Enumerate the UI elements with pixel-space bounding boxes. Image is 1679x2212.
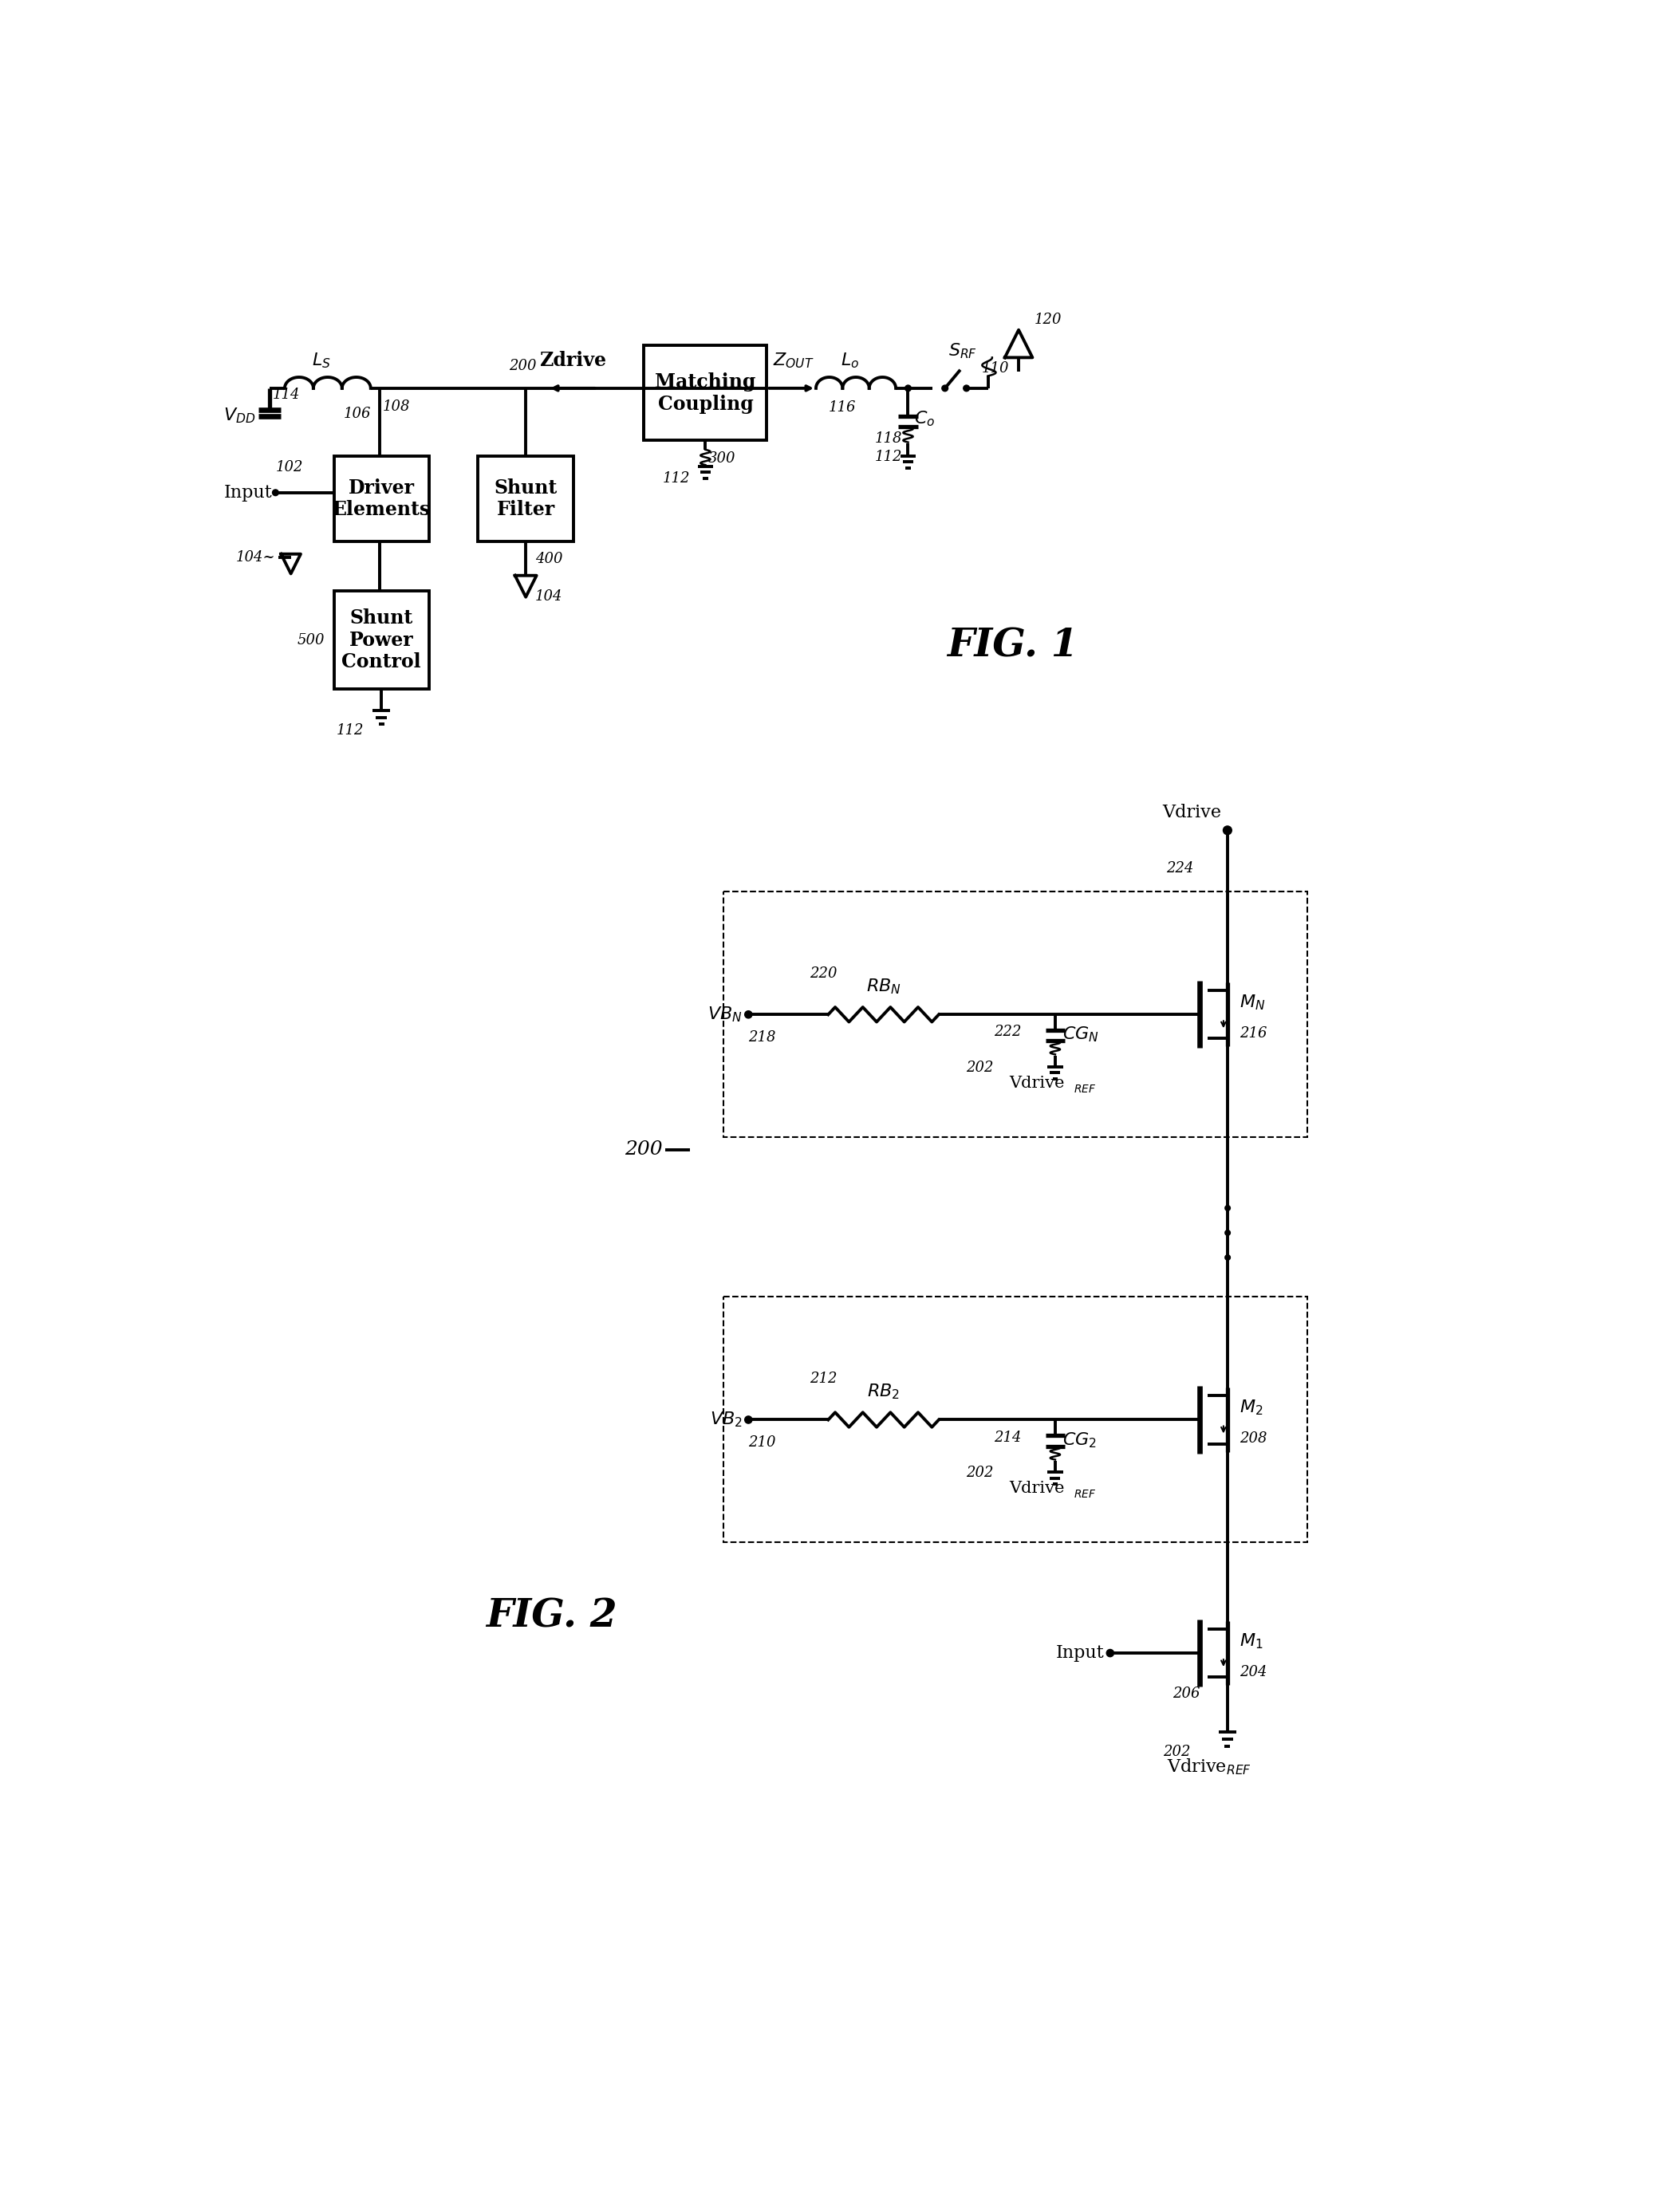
Text: $_{REF}$: $_{REF}$ bbox=[1073, 1079, 1096, 1095]
Text: 204: 204 bbox=[1239, 1666, 1268, 1679]
Text: 214: 214 bbox=[994, 1431, 1021, 1444]
Text: 202: 202 bbox=[1164, 1745, 1190, 1759]
Text: Vdrive: Vdrive bbox=[1009, 1482, 1064, 1495]
Text: $RB_N$: $RB_N$ bbox=[866, 978, 902, 995]
Circle shape bbox=[942, 385, 949, 392]
Text: 106: 106 bbox=[343, 407, 371, 420]
Text: •: • bbox=[1221, 1225, 1234, 1245]
Bar bbox=[724, 891, 1308, 1137]
Text: $VB_2$: $VB_2$ bbox=[710, 1411, 742, 1429]
Text: 104~: 104~ bbox=[237, 551, 275, 564]
Text: Input: Input bbox=[1056, 1644, 1105, 1661]
Text: $RB_2$: $RB_2$ bbox=[866, 1382, 900, 1402]
Text: Vdrive: Vdrive bbox=[1162, 803, 1221, 821]
Text: 116: 116 bbox=[828, 400, 856, 416]
Text: 212: 212 bbox=[809, 1371, 838, 1387]
Text: Shunt
Filter: Shunt Filter bbox=[494, 478, 557, 520]
Text: $C_o$: $C_o$ bbox=[915, 409, 935, 429]
Text: FIG. 1: FIG. 1 bbox=[947, 628, 1078, 666]
Text: $_{REF}$: $_{REF}$ bbox=[1073, 1486, 1096, 1500]
Text: 118: 118 bbox=[875, 431, 902, 445]
Circle shape bbox=[905, 385, 912, 392]
Text: $CG_2$: $CG_2$ bbox=[1063, 1431, 1096, 1449]
Text: Matching
Coupling: Matching Coupling bbox=[655, 372, 756, 414]
Bar bbox=[479, 456, 573, 542]
Circle shape bbox=[964, 385, 969, 392]
Circle shape bbox=[745, 1416, 752, 1425]
Text: 112: 112 bbox=[663, 471, 690, 484]
Text: Zdrive: Zdrive bbox=[539, 352, 606, 369]
Text: FIG. 2: FIG. 2 bbox=[487, 1597, 618, 1635]
Text: 108: 108 bbox=[383, 400, 410, 414]
Text: $Z_{OUT}$: $Z_{OUT}$ bbox=[772, 352, 814, 369]
Text: Input: Input bbox=[223, 484, 272, 502]
Text: 114: 114 bbox=[272, 387, 301, 403]
Bar bbox=[645, 345, 767, 440]
Text: 300: 300 bbox=[709, 451, 735, 467]
Text: 104: 104 bbox=[536, 588, 562, 604]
Text: $V_{DD}$: $V_{DD}$ bbox=[223, 407, 255, 425]
Text: $S_{RF}$: $S_{RF}$ bbox=[949, 343, 977, 361]
Text: •: • bbox=[1221, 1201, 1234, 1221]
Circle shape bbox=[1224, 825, 1232, 834]
Bar bbox=[724, 1296, 1308, 1542]
Text: $M_N$: $M_N$ bbox=[1239, 993, 1266, 1011]
Text: Driver
Elements: Driver Elements bbox=[332, 478, 430, 520]
Bar bbox=[334, 456, 430, 542]
Circle shape bbox=[745, 1011, 752, 1018]
Text: 102: 102 bbox=[275, 460, 302, 473]
Text: $M_1$: $M_1$ bbox=[1239, 1632, 1263, 1650]
Text: 222: 222 bbox=[994, 1024, 1021, 1040]
Text: 400: 400 bbox=[536, 553, 562, 566]
Text: 218: 218 bbox=[749, 1031, 776, 1044]
Text: 120: 120 bbox=[1034, 312, 1061, 327]
Text: 208: 208 bbox=[1239, 1431, 1268, 1447]
Text: $L_S$: $L_S$ bbox=[312, 352, 331, 369]
Text: •: • bbox=[1221, 1250, 1234, 1272]
Text: $CG_N$: $CG_N$ bbox=[1063, 1026, 1100, 1044]
Text: 224: 224 bbox=[1167, 860, 1194, 876]
Circle shape bbox=[1106, 1650, 1113, 1657]
Text: 220: 220 bbox=[809, 967, 838, 980]
Text: $VB_N$: $VB_N$ bbox=[707, 1004, 742, 1024]
Text: Vdrive$_{REF}$: Vdrive$_{REF}$ bbox=[1167, 1756, 1251, 1776]
Text: $L_o$: $L_o$ bbox=[841, 352, 860, 369]
Text: 110: 110 bbox=[982, 361, 1009, 376]
Text: 216: 216 bbox=[1239, 1026, 1268, 1042]
Bar bbox=[334, 591, 430, 690]
Text: 210: 210 bbox=[749, 1436, 776, 1449]
Text: Vdrive: Vdrive bbox=[1009, 1075, 1064, 1091]
Text: 112: 112 bbox=[337, 723, 364, 737]
Text: 500: 500 bbox=[297, 633, 324, 648]
Text: $M_2$: $M_2$ bbox=[1239, 1398, 1263, 1418]
Text: 206: 206 bbox=[1172, 1686, 1200, 1701]
Text: 202: 202 bbox=[965, 1467, 994, 1480]
Text: 200: 200 bbox=[509, 358, 536, 374]
Text: 112: 112 bbox=[875, 449, 902, 465]
Circle shape bbox=[272, 489, 279, 495]
Text: 202: 202 bbox=[965, 1060, 994, 1075]
Text: Shunt
Power
Control: Shunt Power Control bbox=[343, 608, 421, 672]
Text: 200: 200 bbox=[625, 1141, 663, 1159]
